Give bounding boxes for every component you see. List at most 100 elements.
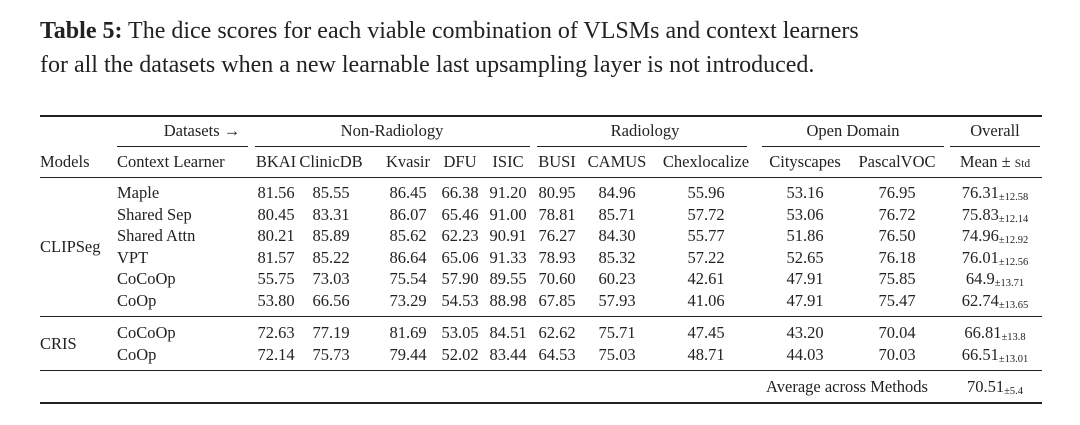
column-header: Models (40, 152, 90, 171)
score: 85.71 (598, 204, 636, 224)
group-header: Open Domain (806, 121, 900, 140)
mean-std: 75.83±12.14 (962, 205, 1029, 225)
score: 86.64 (389, 247, 427, 267)
score: 79.44 (389, 344, 427, 364)
score: 75.47 (878, 291, 916, 310)
score: 91.00 (489, 204, 527, 224)
group-header: Radiology (610, 121, 680, 140)
column-header: BKAI (255, 152, 297, 171)
score: 75.54 (389, 269, 427, 289)
score: 48.71 (687, 344, 725, 364)
score: 80.21 (257, 226, 295, 246)
score: 47.91 (786, 291, 824, 310)
column-header: Mean ± Std (960, 152, 1030, 172)
score: 67.85 (538, 291, 576, 310)
score: 43.20 (786, 323, 824, 342)
score: 62.23 (441, 226, 479, 246)
score: 84.96 (598, 183, 636, 202)
score: 85.62 (389, 226, 427, 246)
score: 90.91 (489, 226, 527, 246)
std: ±12.56 (998, 256, 1029, 268)
std: ±13.01 (998, 353, 1029, 365)
model-name: CRIS (40, 333, 77, 353)
column-header: Kvasir (386, 152, 430, 171)
std: ±13.71 (994, 278, 1025, 290)
mean: 64.9 (965, 269, 995, 289)
group-sep-rule (40, 370, 1042, 371)
column-header: Context Learner (117, 152, 225, 171)
header-rule (40, 177, 1042, 178)
mean-std: 66.81±13.8 (964, 323, 1025, 343)
score: 81.69 (389, 323, 427, 342)
score: 86.07 (389, 204, 427, 224)
score: 53.16 (786, 183, 824, 202)
score: 57.90 (441, 269, 479, 289)
group-header: Overall (970, 121, 1020, 140)
score: 52.02 (441, 344, 479, 364)
mean-std: 74.96±12.92 (962, 226, 1029, 246)
mean: 74.96 (961, 226, 999, 246)
score: 91.33 (489, 247, 527, 267)
std: ±12.92 (998, 235, 1029, 247)
column-header: PascalVOC (858, 152, 936, 171)
score: 57.22 (687, 247, 725, 267)
score: 84.30 (598, 226, 636, 246)
mean: 66.81 (964, 323, 1002, 342)
mean-std: 64.9±13.71 (966, 269, 1024, 289)
score: 75.73 (312, 344, 350, 364)
std: ±12.58 (998, 192, 1029, 203)
column-header: ISIC (492, 152, 524, 171)
score: 52.65 (786, 247, 824, 267)
bottom-rule (40, 402, 1042, 404)
score: 54.53 (441, 291, 479, 310)
score: 70.04 (878, 323, 916, 342)
caption-line: Table 5: The dice scores for each viable… (40, 18, 859, 45)
score: 70.60 (538, 269, 576, 289)
overall-main: Mean ± (959, 152, 1011, 171)
score: 84.51 (489, 323, 527, 342)
mean-std: 66.51±13.01 (962, 345, 1029, 365)
score: 64.53 (538, 344, 576, 364)
mean-std: 70.51±5.4 (967, 377, 1023, 397)
datasets-label: Datasets → (163, 121, 241, 140)
score: 72.63 (257, 323, 295, 342)
mean: 76.31 (961, 183, 999, 202)
column-header: Chexlocalize (662, 152, 750, 171)
score: 91.20 (489, 183, 527, 202)
std: ±13.65 (998, 300, 1029, 311)
learner: Maple (117, 183, 160, 202)
average-label: Average across Methods (766, 377, 928, 396)
score: 76.95 (878, 183, 916, 202)
score: 83.44 (489, 344, 527, 364)
score: 89.55 (489, 269, 527, 289)
score: 57.93 (598, 291, 636, 310)
score: 83.31 (312, 204, 350, 224)
learner: Shared Sep (117, 204, 192, 224)
column-header: BUSI (538, 152, 576, 171)
learner: CoCoOp (117, 323, 176, 342)
learner: VPT (117, 247, 149, 267)
score: 75.85 (878, 269, 916, 289)
score: 85.32 (598, 247, 636, 267)
score: 78.81 (538, 204, 576, 224)
caption-label: Table 5: (40, 18, 123, 44)
group-rule (950, 146, 1040, 147)
mean: 75.83 (961, 204, 999, 224)
score: 81.57 (257, 247, 295, 267)
score: 72.14 (257, 344, 295, 364)
mean-std: 76.01±12.56 (962, 248, 1029, 268)
score: 53.06 (786, 204, 824, 224)
score: 70.03 (878, 344, 916, 364)
score: 76.50 (878, 226, 916, 246)
learner: CoCoOp (117, 269, 176, 289)
score: 47.91 (786, 269, 824, 289)
score: 88.98 (489, 291, 527, 310)
score: 51.86 (786, 226, 824, 246)
score: 53.05 (441, 323, 479, 342)
overall-small: Std (1014, 158, 1031, 170)
score: 80.45 (257, 204, 295, 224)
score: 76.18 (878, 247, 916, 267)
score: 44.03 (786, 344, 824, 364)
score: 75.03 (598, 344, 636, 364)
